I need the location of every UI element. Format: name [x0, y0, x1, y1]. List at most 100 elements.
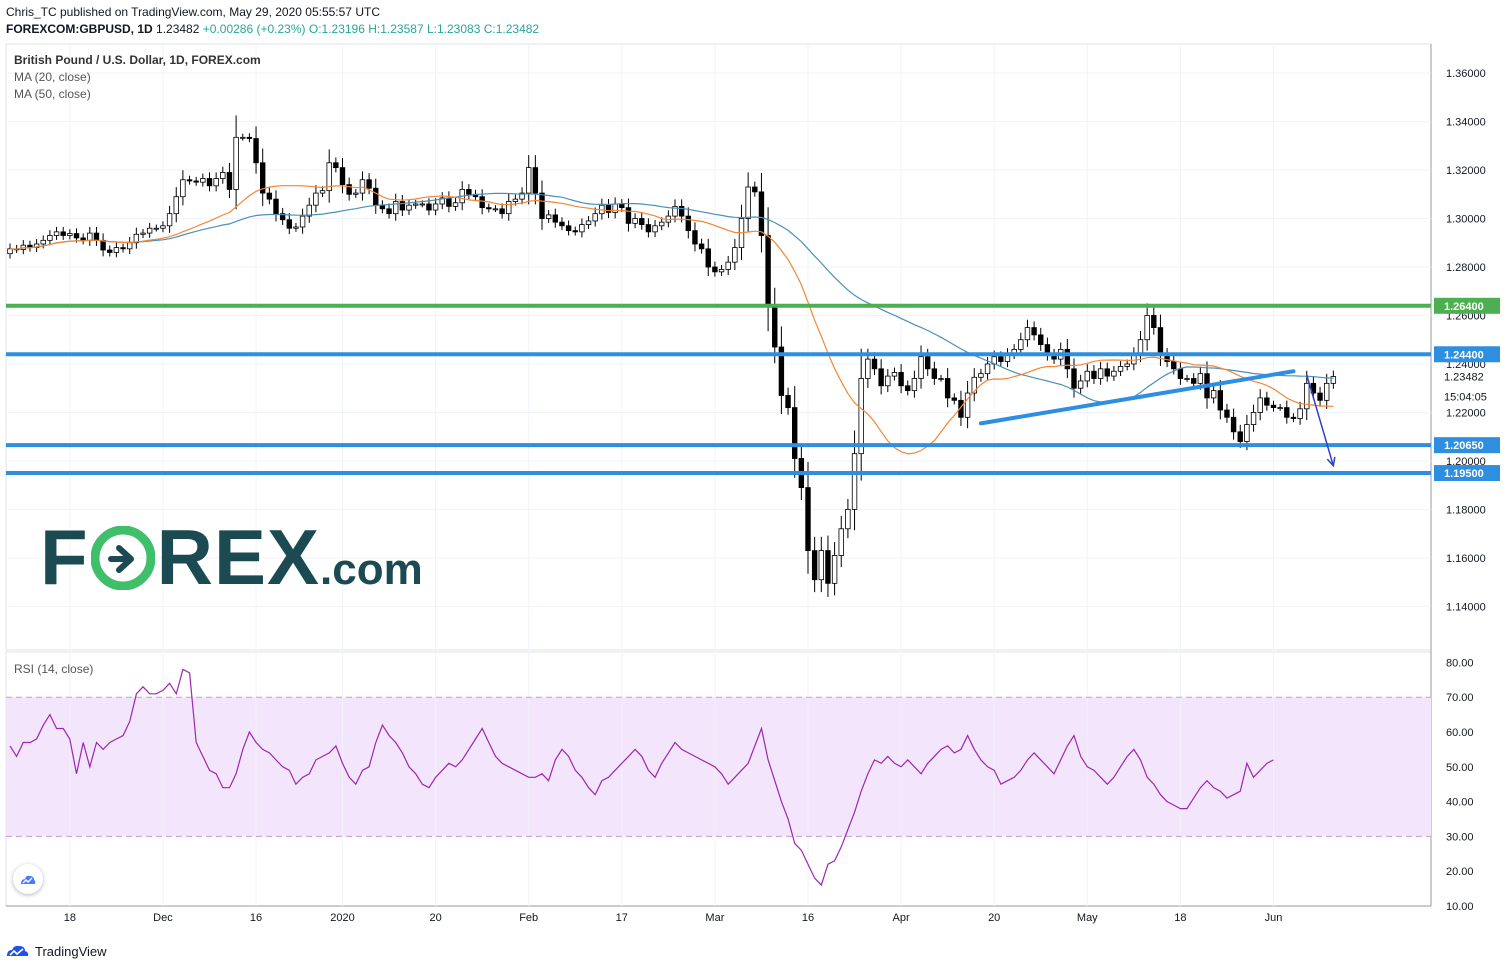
candle[interactable]: [1184, 374, 1190, 382]
candle[interactable]: [20, 240, 26, 255]
candle[interactable]: [240, 133, 246, 141]
candle[interactable]: [585, 216, 592, 230]
candle[interactable]: [1304, 370, 1310, 421]
candle[interactable]: [978, 368, 984, 382]
candle[interactable]: [792, 386, 798, 478]
candle[interactable]: [1084, 364, 1090, 388]
legend-ma50[interactable]: MA (50, close): [14, 87, 91, 101]
candle[interactable]: [1191, 373, 1197, 389]
candle[interactable]: [745, 172, 751, 232]
candle[interactable]: [1277, 403, 1283, 411]
candle[interactable]: [1131, 347, 1137, 371]
candle[interactable]: [226, 162, 233, 199]
candle[interactable]: [1257, 389, 1263, 421]
candle[interactable]: [818, 536, 824, 593]
candle[interactable]: [53, 226, 60, 240]
candle[interactable]: [173, 187, 179, 223]
candle[interactable]: [1104, 362, 1110, 382]
candle[interactable]: [1230, 408, 1237, 440]
candle[interactable]: [565, 220, 572, 236]
candle[interactable]: [592, 207, 598, 227]
candle[interactable]: [306, 197, 312, 223]
candle[interactable]: [60, 226, 66, 240]
candle[interactable]: [479, 189, 485, 215]
candle[interactable]: [1177, 361, 1184, 385]
candle[interactable]: [931, 361, 938, 385]
candle[interactable]: [160, 221, 166, 233]
candle[interactable]: [93, 226, 100, 246]
candle[interactable]: [539, 180, 545, 230]
candle[interactable]: [1137, 331, 1144, 363]
candle[interactable]: [492, 205, 499, 213]
candle[interactable]: [572, 226, 578, 236]
candle[interactable]: [1297, 401, 1303, 425]
candle[interactable]: [805, 461, 811, 574]
candle[interactable]: [392, 193, 399, 221]
candle[interactable]: [326, 149, 332, 203]
candle[interactable]: [1097, 361, 1104, 385]
candle[interactable]: [526, 155, 532, 205]
candle[interactable]: [87, 226, 93, 246]
candle[interactable]: [838, 515, 844, 568]
candle[interactable]: [519, 187, 525, 205]
candle[interactable]: [1018, 332, 1024, 356]
candle[interactable]: [971, 368, 977, 402]
candle[interactable]: [293, 222, 299, 232]
candle[interactable]: [412, 199, 419, 209]
candle[interactable]: [1324, 373, 1330, 409]
candle[interactable]: [685, 207, 691, 239]
candle[interactable]: [1250, 404, 1257, 432]
candle[interactable]: [811, 536, 818, 593]
candle[interactable]: [339, 158, 346, 194]
candle[interactable]: [73, 228, 80, 243]
candle[interactable]: [905, 380, 911, 396]
candle[interactable]: [951, 393, 957, 405]
candle[interactable]: [246, 133, 253, 143]
candle[interactable]: [1024, 319, 1031, 347]
candle[interactable]: [878, 359, 884, 395]
candle[interactable]: [1290, 413, 1297, 423]
candle[interactable]: [705, 238, 711, 277]
candle[interactable]: [652, 220, 658, 238]
candle[interactable]: [911, 370, 918, 398]
candle[interactable]: [193, 176, 199, 186]
candle[interactable]: [259, 148, 266, 206]
candle[interactable]: [379, 200, 386, 214]
ascending-trendline[interactable]: [978, 369, 1296, 426]
candle[interactable]: [47, 230, 53, 246]
candle[interactable]: [639, 212, 645, 230]
candle[interactable]: [698, 238, 705, 254]
candle[interactable]: [499, 203, 505, 219]
candle[interactable]: [845, 498, 851, 539]
candle[interactable]: [1284, 400, 1290, 424]
candle[interactable]: [605, 199, 612, 219]
candle[interactable]: [166, 205, 173, 233]
candle[interactable]: [1044, 337, 1051, 361]
candle[interactable]: [938, 374, 944, 382]
candle[interactable]: [153, 224, 159, 232]
candle[interactable]: [725, 255, 731, 275]
candle[interactable]: [612, 197, 618, 219]
candle[interactable]: [359, 171, 366, 201]
candle[interactable]: [1270, 400, 1277, 412]
candle[interactable]: [1144, 303, 1150, 351]
candle[interactable]: [273, 190, 279, 222]
candle[interactable]: [27, 240, 33, 252]
candle[interactable]: [1011, 344, 1017, 360]
candle[interactable]: [33, 239, 40, 253]
candle[interactable]: [186, 175, 193, 185]
candle[interactable]: [579, 218, 585, 238]
candle[interactable]: [200, 173, 206, 187]
candle[interactable]: [785, 387, 791, 415]
candle[interactable]: [253, 126, 259, 174]
candle[interactable]: [107, 245, 113, 257]
candle[interactable]: [678, 199, 685, 223]
candle[interactable]: [286, 213, 292, 235]
candle[interactable]: [353, 189, 359, 198]
candle[interactable]: [552, 208, 558, 228]
candle[interactable]: [1124, 359, 1130, 371]
candle[interactable]: [80, 233, 86, 245]
candle[interactable]: [366, 173, 372, 195]
projection-arrow[interactable]: [1306, 374, 1336, 468]
